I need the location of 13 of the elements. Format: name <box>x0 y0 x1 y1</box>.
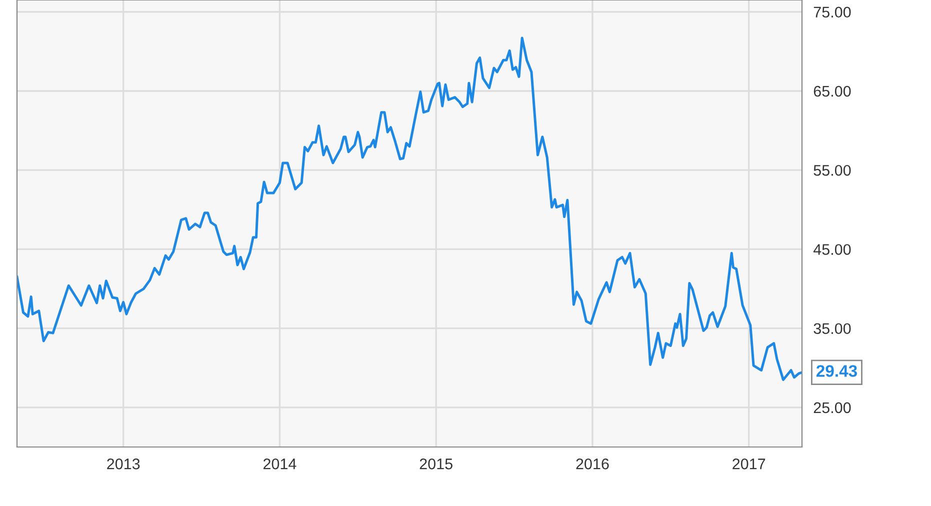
x-tick-label: 2017 <box>732 458 766 470</box>
y-tick-label: 55.00 <box>814 164 851 176</box>
y-tick-label: 25.00 <box>814 402 851 414</box>
annotation: 29.43 <box>816 365 857 377</box>
y-tick-label: 45.00 <box>813 244 851 255</box>
y-tick-label: 35.00 <box>814 323 851 334</box>
x-tick-label: 2016 <box>576 458 609 470</box>
x-tick-label: 2013 <box>107 458 140 470</box>
y-tick-label: 65.00 <box>814 86 851 97</box>
y-tick-label: 75.00 <box>814 6 851 18</box>
line-series <box>17 36 802 381</box>
x-tick-label: 2015 <box>420 458 452 470</box>
x-tick-label: 2014 <box>263 458 296 470</box>
